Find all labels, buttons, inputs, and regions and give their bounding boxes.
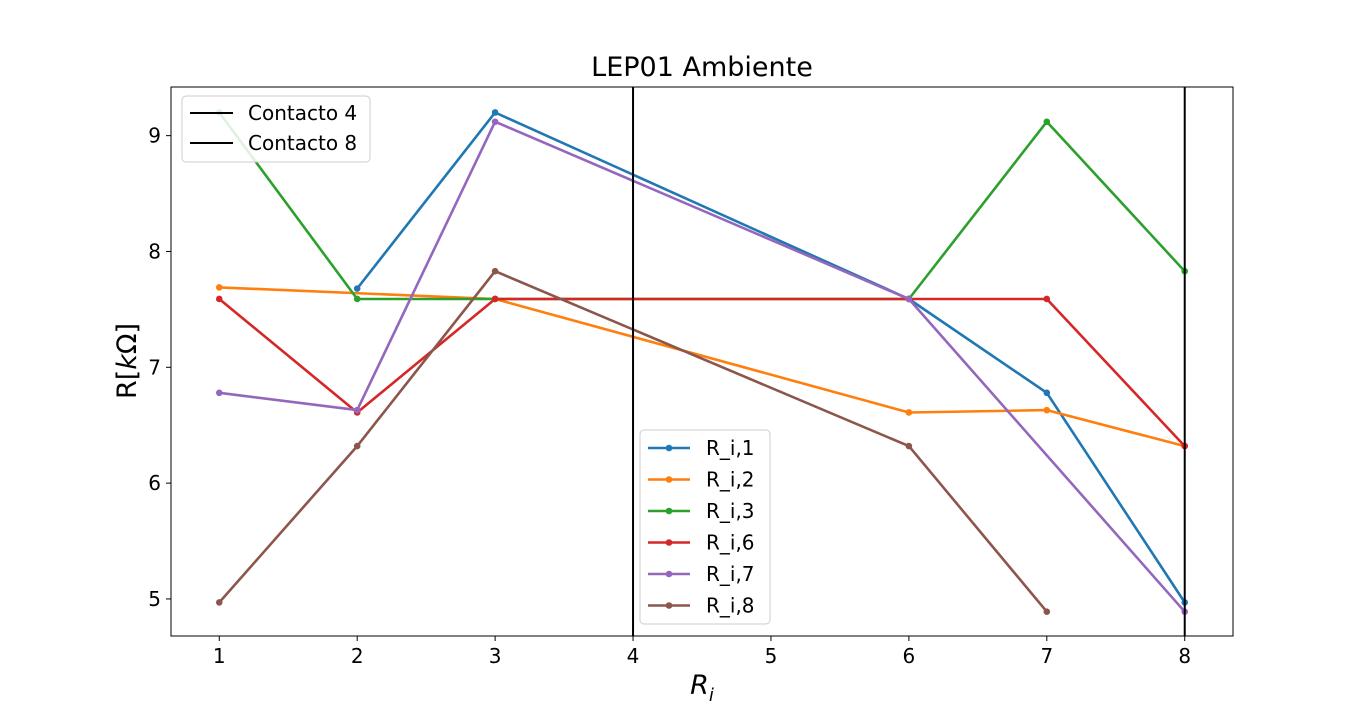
legend-label: Contacto 4	[248, 101, 357, 125]
data-point	[1043, 389, 1051, 397]
data-point	[1043, 118, 1051, 126]
data-point	[491, 109, 499, 116]
legend-marker	[665, 444, 673, 452]
y-tick-label: 9	[148, 124, 161, 148]
data-point	[215, 599, 223, 606]
x-tick-label: 8	[1178, 644, 1191, 668]
series-1	[215, 284, 1189, 450]
data-point	[491, 118, 499, 126]
data-point	[491, 295, 499, 303]
legend-marker	[665, 539, 673, 546]
legend-series: R_i,1 R_i,2 R_i,3 R_i,6 R_i,7 R_i,8	[639, 429, 771, 625]
series-line	[218, 297, 1186, 447]
x-tick-label: 7	[1040, 644, 1053, 668]
data-point	[1043, 608, 1051, 615]
legend-label: R_i,8	[706, 594, 755, 618]
legend-label: R_i,7	[706, 562, 755, 586]
data-point	[491, 267, 499, 275]
legend-label: R_i,1	[706, 436, 755, 460]
data-point	[215, 295, 223, 303]
data-point	[215, 389, 223, 397]
legend-marker	[665, 570, 673, 578]
series-line	[356, 111, 1186, 604]
data-point	[353, 442, 361, 450]
legend-contacts: Contacto 4 Contacto 8	[181, 95, 371, 163]
y-tick-label: 6	[148, 471, 161, 495]
series-3	[215, 295, 1189, 450]
y-axis-label: R[kΩ]	[112, 323, 143, 399]
data-point	[215, 284, 223, 291]
chart-title: LEP01 Ambiente	[591, 52, 813, 83]
series-0	[353, 109, 1189, 606]
y-tick-label: 8	[148, 239, 161, 263]
x-axis-label: Ri	[690, 670, 714, 706]
y-tick-label: 5	[148, 587, 161, 611]
data-point	[1043, 406, 1051, 414]
legend-label: R_i,6	[706, 531, 755, 555]
axes-frame	[170, 86, 1234, 637]
y-tick-label: 7	[148, 355, 161, 379]
data-point	[905, 409, 913, 416]
legend-marker	[665, 476, 673, 483]
data-point	[353, 285, 361, 292]
data-point	[905, 295, 913, 303]
legend-label: Contacto 8	[248, 131, 357, 155]
x-tick-label: 4	[627, 644, 640, 668]
legend-label: R_i,3	[706, 499, 755, 523]
series-line	[219, 286, 1186, 448]
x-tick-label: 1	[213, 644, 226, 668]
data-point	[1043, 295, 1051, 303]
legend-marker	[665, 507, 673, 515]
series-5	[215, 267, 1051, 615]
data-point	[353, 406, 361, 414]
legend-marker	[665, 602, 673, 609]
data-point	[905, 442, 913, 450]
data-point	[353, 295, 361, 303]
x-tick-label: 6	[903, 644, 916, 668]
x-tick-label: 3	[489, 644, 502, 668]
x-tick-label: 2	[351, 644, 364, 668]
legend-label: R_i,2	[706, 468, 755, 492]
x-tick-label: 5	[765, 644, 778, 668]
